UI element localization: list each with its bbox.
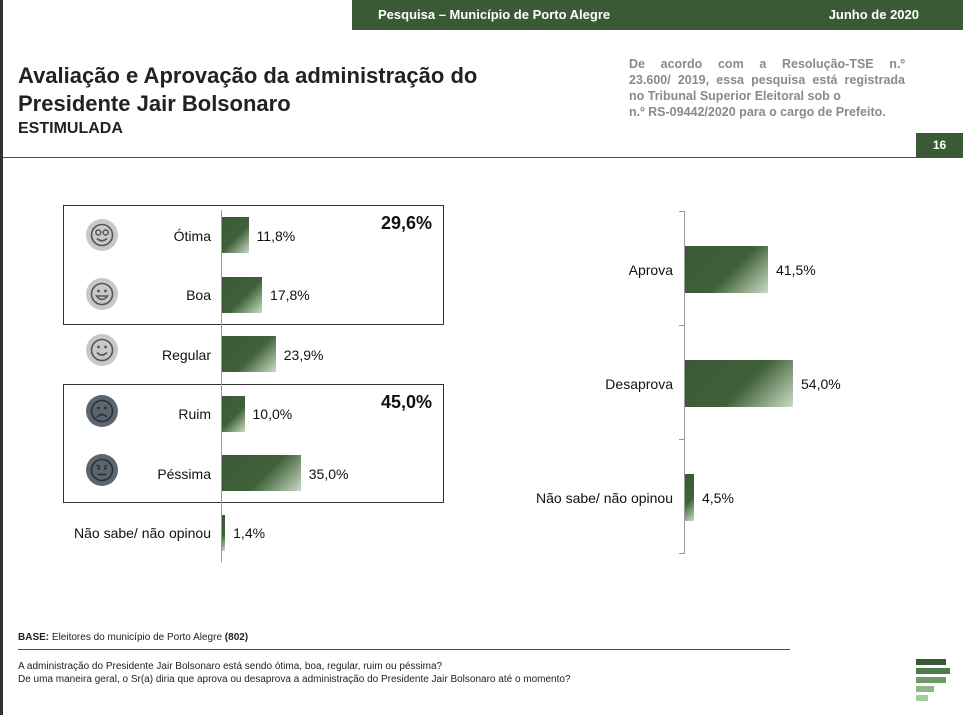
approval-value-label: 41,5% [776, 262, 816, 278]
evaluation-bar [222, 277, 263, 313]
evaluation-bar [222, 515, 226, 551]
evaluation-value-label: 10,0% [252, 406, 293, 422]
approval-category-label: Desaprova [605, 376, 673, 392]
header-survey-title: Pesquisa – Município de Porto Alegre [378, 7, 611, 22]
evaluation-bar [222, 336, 276, 372]
approval-value-label: 4,5% [702, 490, 734, 506]
angry-face-icon [86, 454, 118, 486]
question-evaluation: A administração do Presidente Jair Bolso… [18, 661, 443, 672]
page-title-line-2: Presidente Jair Bolsonaro [18, 91, 291, 116]
evaluation-bar [222, 396, 245, 432]
evaluation-value-label: 11,8% [256, 228, 296, 244]
base-label: BASE: [18, 632, 50, 643]
evaluation-category-label: Ótima [173, 228, 211, 244]
evaluation-bar [222, 455, 301, 491]
tse-registration-note: De acordo com a Resolução-TSE n.º 23.600… [629, 56, 905, 120]
evaluation-value-label: 23,9% [283, 347, 324, 363]
header-divider [3, 157, 963, 158]
approval-bar [685, 246, 768, 293]
approval-axis-tick [679, 553, 685, 554]
evaluation-axis [221, 210, 222, 562]
evaluation-category-label: Boa [186, 287, 211, 303]
evaluation-value-label: 1,4% [233, 525, 266, 541]
base-description: Eleitores do município de Porto Alegre [51, 632, 223, 643]
approval-value-label: 54,0% [801, 376, 841, 392]
approval-bar [685, 360, 793, 407]
negative-group-total: 45,0% [381, 392, 433, 412]
base-sample-size: (802) [224, 632, 249, 643]
smiling-face-icon [86, 334, 118, 366]
brand-logo-icon [916, 659, 950, 704]
positive-group-box [63, 205, 444, 325]
left-edge-rule [0, 0, 3, 715]
approval-category-label: Não sabe/ não opinou [536, 490, 673, 506]
approval-axis-tick [679, 211, 685, 212]
grinning-face-icon [86, 278, 118, 310]
page-subtitle: ESTIMULADA [18, 120, 123, 137]
evaluation-value-label: 17,8% [270, 287, 310, 303]
frowning-face-icon [86, 395, 118, 427]
tse-note-line-4: n.º RS-09442/2020 para o cargo de Prefei… [629, 105, 886, 119]
page-number: 16 [916, 133, 963, 158]
header-date: Junho de 2020 [828, 7, 919, 22]
approval-axis-tick [679, 325, 685, 326]
tse-note-line-3: no Tribunal Superior Eleitoral sob o [629, 89, 841, 103]
approval-bar [685, 474, 694, 521]
evaluation-category-label: Ruim [178, 406, 211, 422]
approval-category-label: Aprova [628, 262, 673, 278]
starry-eyed-face-icon [86, 219, 118, 251]
positive-group-total: 29,6% [381, 213, 433, 233]
evaluation-category-label: Péssima [157, 466, 211, 482]
evaluation-value-label: 35,0% [308, 466, 349, 482]
approval-axis-tick [679, 439, 685, 440]
tse-note-line-2: 23.600/ 2019, essa pesquisa está registr… [629, 73, 905, 87]
footer-divider [18, 649, 790, 650]
evaluation-category-label: Regular [161, 347, 211, 363]
negative-group-box [63, 384, 444, 503]
approval-axis [684, 211, 685, 554]
evaluation-bar [222, 217, 249, 253]
evaluation-category-label: Não sabe/ não opinou [74, 525, 211, 541]
header-band: Pesquisa – Município de Porto Alegre Jun… [352, 0, 963, 30]
question-approval: De uma maneira geral, o Sr(a) diria que … [18, 674, 571, 685]
base-note: BASE: Eleitores do município de Porto Al… [18, 632, 248, 643]
page-title-line-1: Avaliação e Aprovação da administração d… [18, 63, 478, 88]
tse-note-line-1: De acordo com a Resolução-TSE n.º [629, 57, 905, 71]
